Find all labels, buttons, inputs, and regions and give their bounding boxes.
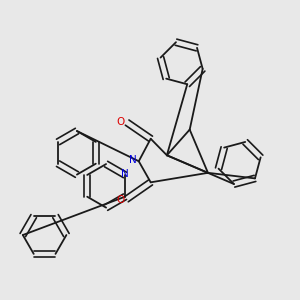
Text: N: N [121,169,129,179]
Text: O: O [117,116,125,127]
Text: N: N [129,155,136,165]
Text: O: O [116,195,124,205]
